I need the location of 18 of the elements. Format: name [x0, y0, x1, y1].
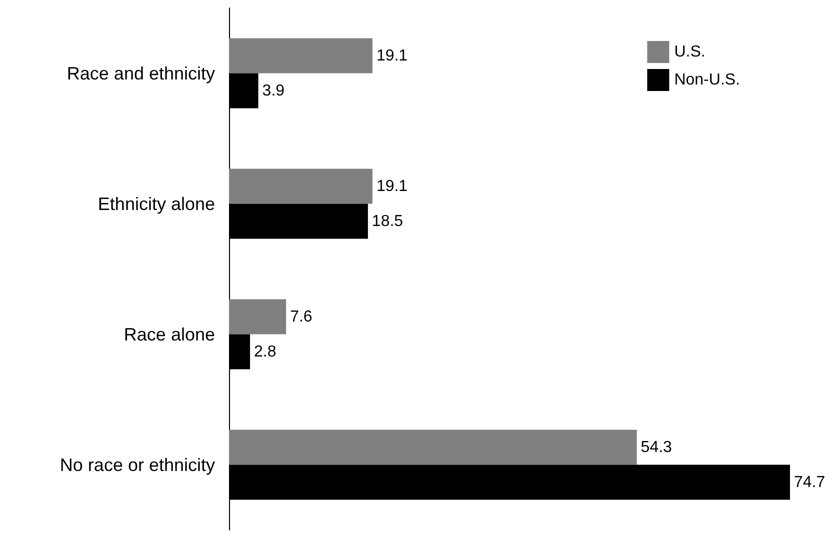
- y-tick-label: No race or ethnicity: [60, 454, 215, 475]
- bar: [229, 38, 372, 74]
- data-label: 19.1: [376, 178, 408, 195]
- data-label: 19.1: [376, 47, 408, 64]
- bar: [229, 299, 286, 334]
- y-tick-label: Race and ethnicity: [66, 63, 215, 84]
- legend-label: Non-U.S.: [674, 72, 740, 88]
- legend-label: U.S.: [674, 44, 706, 60]
- data-label: 54.3: [640, 438, 672, 456]
- data-label: 2.8: [254, 343, 276, 360]
- bar: [229, 430, 637, 465]
- data-label: 74.7: [794, 474, 826, 491]
- y-tick-label: Race alone: [124, 324, 215, 344]
- y-tick-label: Ethnicity alone: [98, 194, 215, 214]
- data-label: 7.6: [290, 308, 312, 326]
- bar: [229, 168, 372, 204]
- data-label: 18.5: [372, 212, 404, 230]
- data-label: 3.9: [262, 82, 285, 100]
